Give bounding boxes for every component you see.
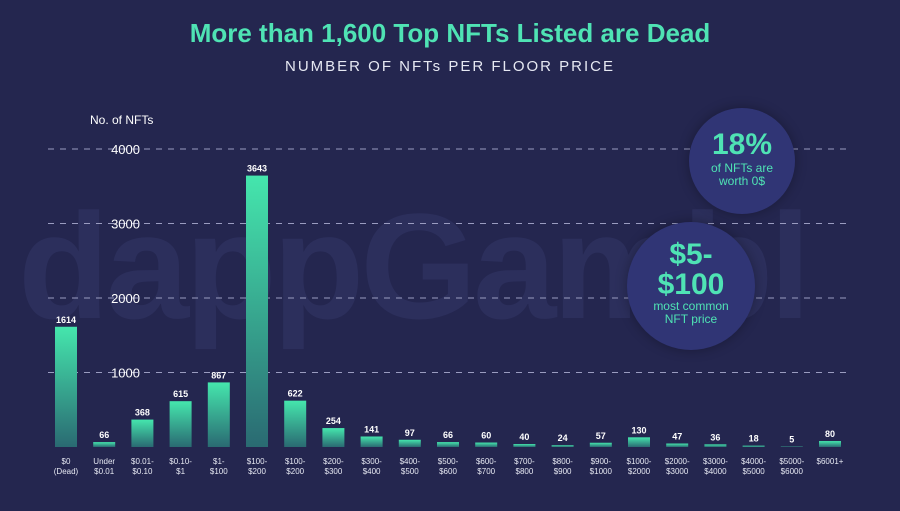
x-tick-label: $700-	[514, 457, 535, 466]
bar	[246, 175, 268, 447]
data-label: 1614	[56, 315, 76, 325]
data-label: 80	[825, 429, 835, 439]
bar	[551, 445, 574, 447]
x-tick-label: $0	[62, 457, 71, 466]
data-label: 615	[173, 389, 188, 399]
data-label: 368	[135, 408, 150, 418]
callout-big: $5-	[669, 238, 713, 271]
x-tick-label: $2000	[628, 467, 651, 476]
data-label: 141	[364, 424, 379, 434]
x-tick-label: $900	[554, 467, 572, 476]
x-tick-label: $0.01-	[131, 457, 154, 466]
data-label: 254	[326, 416, 341, 426]
x-tick-label: $6000	[781, 467, 804, 476]
x-tick-label: $3000	[666, 467, 689, 476]
x-tick-label: $500-	[438, 457, 459, 466]
x-tick-label: $800-	[552, 457, 573, 466]
callout-text: most common	[653, 299, 729, 313]
callout-big: 18%	[711, 128, 773, 161]
bar	[207, 382, 230, 447]
x-tick-label: $4000-	[741, 457, 766, 466]
x-tick-label: $400-	[400, 457, 421, 466]
x-tick-label: $700	[477, 467, 495, 476]
x-tick-label: $1000-	[627, 457, 652, 466]
data-label: 66	[443, 430, 453, 440]
x-tick-label: Under	[93, 457, 115, 466]
x-tick-label: $5000-	[779, 457, 804, 466]
bar	[169, 401, 192, 447]
x-tick-label: $2000-	[665, 457, 690, 466]
y-axis-label: No. of NFTs	[90, 113, 153, 127]
callout-text: NFT price	[664, 312, 718, 326]
data-label: 867	[211, 370, 226, 380]
y-tick-label: 3000	[111, 217, 140, 232]
data-label: 97	[405, 428, 415, 438]
data-label: 60	[481, 431, 491, 441]
x-tick-label: $200-	[323, 457, 344, 466]
bar	[628, 437, 650, 447]
bar	[131, 419, 154, 447]
chart-subtitle: NUMBER OF NFTs PER FLOOR PRICE	[284, 58, 616, 75]
data-label: 5	[789, 435, 794, 445]
x-tick-label: $900-	[591, 457, 612, 466]
data-label: 47	[672, 431, 682, 441]
x-tick-label: $4000	[704, 467, 727, 476]
bar	[819, 441, 841, 447]
data-label: 130	[631, 425, 646, 435]
x-tick-label: $200	[248, 467, 266, 476]
x-tick-label: $3000-	[703, 457, 728, 466]
x-tick-label: $100-	[247, 457, 268, 466]
bar	[360, 436, 383, 447]
bar	[513, 444, 536, 447]
chart-title: More than 1,600 Top NFTs Listed are Dead	[189, 18, 711, 48]
x-tick-label: $600	[439, 467, 457, 476]
x-tick-label: $6001+	[817, 457, 844, 466]
x-tick-label: $0.01	[94, 467, 115, 476]
data-label: 24	[558, 433, 568, 443]
x-tick-label: $400	[363, 467, 381, 476]
bar	[93, 442, 116, 447]
bar	[704, 444, 727, 447]
x-tick-label: $600-	[476, 457, 497, 466]
y-tick-label: 4000	[111, 142, 140, 157]
x-tick-label: $0.10	[132, 467, 153, 476]
x-tick-label: $0.10-	[169, 457, 192, 466]
x-tick-label: $1000	[590, 467, 613, 476]
bar	[475, 442, 498, 447]
bar	[742, 445, 765, 447]
bar	[589, 442, 612, 447]
bar	[398, 439, 421, 447]
data-label: 66	[99, 430, 109, 440]
x-tick-label: $500	[401, 467, 419, 476]
callout-text: of NFTs are	[710, 161, 773, 175]
bar	[322, 428, 345, 447]
x-tick-label: $100	[210, 467, 228, 476]
data-label: 622	[288, 389, 303, 399]
data-label: 57	[596, 431, 606, 441]
data-label: 40	[519, 432, 529, 442]
x-tick-label: $800	[516, 467, 534, 476]
bar	[666, 443, 689, 447]
callout-common-price: $5- $100 most common NFT price	[627, 222, 755, 350]
y-tick-label: 2000	[111, 291, 140, 306]
x-tick-label: $5000	[742, 467, 765, 476]
x-tick-label: $1	[176, 467, 185, 476]
x-tick-label: $300	[325, 467, 343, 476]
bar	[55, 326, 77, 447]
x-tick-label: (Dead)	[54, 467, 79, 476]
x-tick-label: $100-	[285, 457, 306, 466]
callout-text: worth 0$	[718, 174, 766, 188]
bar	[284, 400, 307, 447]
y-tick-label: 1000	[111, 366, 140, 381]
x-tick-label: $1-	[213, 457, 225, 466]
callout-big: $100	[657, 268, 725, 301]
data-label: 18	[749, 434, 759, 444]
data-label: 36	[710, 432, 720, 442]
x-tick-label: $200	[286, 467, 304, 476]
data-label: 3643	[247, 164, 267, 174]
x-tick-label: $300-	[361, 457, 382, 466]
callout-dead-percent: 18% of NFTs are worth 0$	[689, 108, 795, 214]
bar	[437, 442, 459, 447]
